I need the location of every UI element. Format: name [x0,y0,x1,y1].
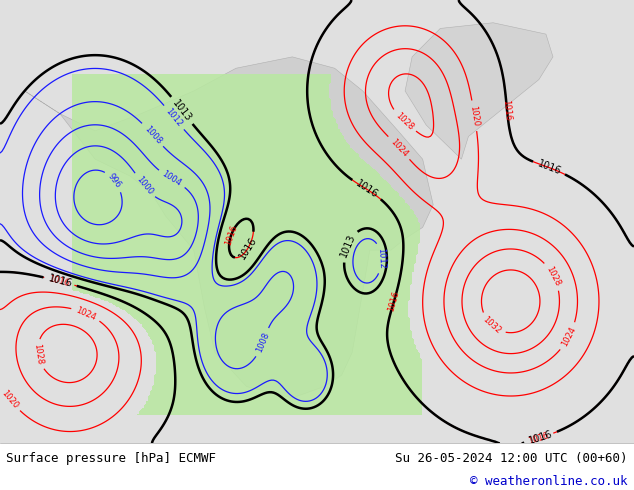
Polygon shape [25,57,433,398]
Text: 1032: 1032 [481,315,503,336]
Text: 1016: 1016 [223,224,239,246]
Text: 1008: 1008 [142,124,163,146]
Text: 1016: 1016 [47,273,74,289]
Text: 1013: 1013 [171,98,193,123]
Text: 1004: 1004 [160,170,183,188]
Text: 996: 996 [106,172,123,190]
Text: 1020: 1020 [469,105,481,127]
Text: 1000: 1000 [134,175,154,196]
Text: 1024: 1024 [560,325,578,348]
Polygon shape [405,23,553,159]
Text: 1024: 1024 [389,137,410,159]
Text: 1012: 1012 [164,106,184,128]
Text: Su 26-05-2024 12:00 UTC (00+60): Su 26-05-2024 12:00 UTC (00+60) [395,452,628,465]
Text: 1024: 1024 [75,305,98,322]
Text: 1020: 1020 [0,388,20,410]
Text: 1016: 1016 [48,274,71,288]
Text: 1028: 1028 [393,111,415,132]
Text: 1028: 1028 [32,343,44,366]
Text: 1016: 1016 [536,158,562,177]
Text: © weatheronline.co.uk: © weatheronline.co.uk [470,475,628,488]
Text: 1012: 1012 [376,247,386,269]
Text: 1016: 1016 [387,290,401,312]
Text: 1013: 1013 [339,233,357,259]
Text: 1016: 1016 [237,235,259,261]
Text: 1016: 1016 [501,99,513,122]
Text: 1016: 1016 [527,429,554,446]
Text: 1016: 1016 [354,178,380,200]
Text: 1028: 1028 [545,265,562,288]
Text: 1016: 1016 [527,431,550,445]
Text: Surface pressure [hPa] ECMWF: Surface pressure [hPa] ECMWF [6,452,216,465]
Text: 1008: 1008 [255,331,271,354]
